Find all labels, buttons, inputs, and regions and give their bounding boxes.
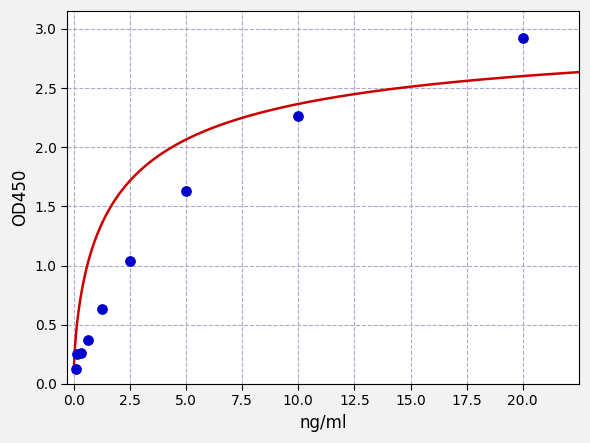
Point (294, 113, 303, 120)
Point (518, 35, 527, 42)
Point (73, 351, 82, 358)
Point (97, 305, 107, 312)
Point (76, 350, 86, 357)
Point (83, 337, 93, 344)
Y-axis label: OD450: OD450 (11, 169, 29, 226)
Point (125, 257, 135, 264)
Point (181, 187, 191, 194)
Point (71, 365, 80, 372)
X-axis label: ng/ml: ng/ml (299, 414, 347, 432)
